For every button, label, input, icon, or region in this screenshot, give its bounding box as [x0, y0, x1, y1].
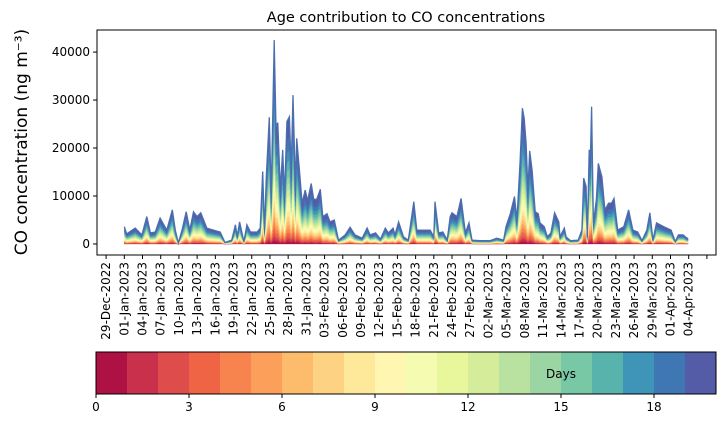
x-tick-label: 20-Mar-2023 — [591, 262, 605, 338]
colorbar-bin-19 — [685, 352, 717, 394]
colorbar-bin-13 — [499, 352, 531, 394]
x-tick-label: 22-Jan-2023 — [245, 262, 259, 336]
x-tick-label: 12-Feb-2023 — [372, 262, 386, 338]
colorbar-tick-label: 6 — [278, 400, 286, 414]
colorbar-bin-0 — [96, 352, 128, 394]
colorbar-tick-label: 12 — [460, 400, 475, 414]
y-tick-label: 40000 — [52, 45, 90, 59]
colorbar-bin-10 — [406, 352, 438, 394]
colorbar-bin-18 — [654, 352, 686, 394]
colorbar-bin-8 — [344, 352, 376, 394]
colorbar-bin-11 — [437, 352, 469, 394]
y-tick-label: 20000 — [52, 141, 90, 155]
x-tick-label: 25-Jan-2023 — [263, 262, 277, 336]
x-tick-label: 10-Jan-2023 — [172, 262, 186, 336]
x-tick-label: 31-Jan-2023 — [299, 262, 313, 336]
colorbar-tick-label: 15 — [553, 400, 568, 414]
colorbar-frame — [95, 351, 717, 395]
colorbar-bin-6 — [282, 352, 314, 394]
x-tick-label: 04-Jan-2023 — [136, 262, 150, 336]
colorbar-tick-label: 3 — [185, 400, 193, 414]
x-tick-label: 29-Dec-2022 — [99, 262, 113, 340]
colorbar-bin-17 — [623, 352, 655, 394]
x-tick-label: 06-Feb-2023 — [336, 262, 350, 338]
colorbar-tick-label: 18 — [646, 400, 661, 414]
x-tick-label: 23-Mar-2023 — [609, 262, 623, 338]
colorbar-bin-12 — [468, 352, 500, 394]
stacked-area-layers — [123, 40, 689, 246]
x-tick-label: 04-Apr-2023 — [682, 262, 696, 336]
x-tick-label: 15-Feb-2023 — [390, 262, 404, 338]
plot-frame — [96, 29, 717, 256]
x-tick-label: 01-Jan-2023 — [117, 262, 131, 336]
x-tick-label: 08-Mar-2023 — [518, 262, 532, 338]
y-tick-label: 0 — [82, 237, 90, 251]
x-tick-label: 02-Mar-2023 — [481, 262, 495, 338]
colorbar-bin-2 — [158, 352, 190, 394]
x-tick-label: 07-Jan-2023 — [154, 262, 168, 336]
x-tick-label: 19-Jan-2023 — [227, 262, 241, 336]
x-tick-label: 28-Jan-2023 — [281, 262, 295, 336]
x-tick-label: 29-Mar-2023 — [645, 262, 659, 338]
colorbar: 0 3 6 9 12 15 18 — [92, 351, 717, 414]
colorbar-bin-1 — [127, 352, 159, 394]
x-tick-label: 27-Feb-2023 — [463, 262, 477, 338]
chart-title: Age contribution to CO concentrations — [267, 10, 545, 26]
x-tick-label: 09-Feb-2023 — [354, 262, 368, 338]
x-tick-label: 18-Feb-2023 — [409, 262, 423, 338]
x-tick-label: 14-Mar-2023 — [554, 262, 568, 338]
x-tick-label: 13-Jan-2023 — [190, 262, 204, 336]
x-tick-label: 03-Feb-2023 — [318, 262, 332, 338]
colorbar-tick-label: 0 — [92, 400, 100, 414]
colorbar-bin-14 — [530, 352, 562, 394]
x-tick-label: 17-Mar-2023 — [573, 262, 587, 338]
x-tick-label: 11-Mar-2023 — [536, 262, 550, 338]
y-tick-label: 10000 — [52, 189, 90, 203]
colorbar-bin-15 — [561, 352, 593, 394]
colorbar-bin-9 — [375, 352, 407, 394]
x-tick-label: 21-Feb-2023 — [427, 262, 441, 338]
colorbar-label: Days — [546, 367, 576, 381]
x-tick-label: 16-Jan-2023 — [208, 262, 222, 336]
y-axis: 0 10000 20000 30000 40000 — [52, 45, 97, 251]
x-tick-label: 01-Apr-2023 — [664, 262, 678, 336]
x-tick-label: 24-Feb-2023 — [445, 262, 459, 338]
colorbar-bin-3 — [189, 352, 221, 394]
x-tick-label: 05-Mar-2023 — [500, 262, 514, 338]
x-axis: 29-Dec-2022 01-Jan-2023 04-Jan-2023 07-Jan-… — [99, 255, 708, 340]
colorbar-tick-label: 9 — [371, 400, 379, 414]
total-concentration-line — [123, 40, 689, 246]
colorbar-bin-5 — [251, 352, 283, 394]
colorbar-bin-4 — [220, 352, 252, 394]
colorbar-bin-7 — [313, 352, 345, 394]
x-tick-label: 26-Mar-2023 — [627, 262, 641, 338]
y-tick-label: 30000 — [52, 93, 90, 107]
y-axis-label: CO concentration (ng m⁻³) — [12, 29, 32, 255]
colorbar-bin-16 — [592, 352, 624, 394]
